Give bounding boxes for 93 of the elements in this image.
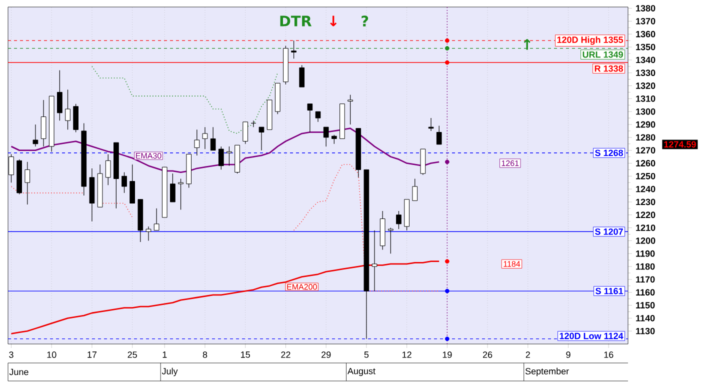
candlestick (105, 154, 111, 186)
y-tick-label: 1270 (636, 147, 656, 154)
ref-line-label: 120D Low 1124 (560, 332, 624, 340)
candlestick (258, 126, 264, 151)
candlestick (170, 173, 176, 202)
candlestick (307, 104, 313, 133)
series-label: EMA200 (287, 284, 317, 290)
y-tick-label: 1170 (636, 276, 655, 283)
y-tick-label: 1130 (636, 328, 655, 334)
y-tick-label: 1370 (636, 18, 656, 24)
annotation: ? (362, 16, 368, 26)
y-tick-label: 1360 (636, 30, 656, 38)
y-tick-label: 1160 (636, 289, 655, 296)
candlestick (299, 64, 305, 88)
annotation: 1184 (504, 261, 520, 267)
candlestick (396, 210, 402, 230)
x-tick-label: 1 (162, 352, 167, 358)
x-tick-label: 25 (128, 352, 137, 358)
x-tick-label: 9 (566, 352, 570, 358)
ref-line-label: S 1161 (596, 288, 624, 294)
candlestick (146, 226, 152, 241)
text: July (162, 368, 178, 376)
candlestick (202, 126, 208, 150)
ref-line-label: S 1268 (595, 150, 624, 156)
x-tick-label: 10 (47, 352, 56, 358)
x-tick-label: 5 (364, 352, 369, 358)
ref-line-label: R 1338 (594, 65, 624, 72)
candlestick (291, 40, 296, 59)
candlestick (73, 104, 78, 133)
text: 1274.59 (664, 141, 696, 148)
x-tick-label: 2 (526, 352, 530, 358)
series-label: EMA30 (136, 152, 162, 159)
text: August (347, 368, 376, 376)
candlestick (428, 118, 434, 132)
candlestick (210, 126, 216, 151)
y-tick-label: 1200 (636, 238, 656, 244)
x-tick-label: 22 (281, 352, 290, 358)
annotation: ↓ (330, 16, 337, 26)
candlestick (130, 164, 136, 204)
candlestick (154, 208, 160, 231)
x-tick-label: 8 (202, 352, 208, 358)
candlestick (65, 89, 70, 130)
x-tick-label: 12 (402, 352, 412, 358)
y-tick-label: 1180 (636, 263, 655, 270)
y-tick-label: 1380 (636, 5, 656, 12)
ref-line-label: URL 1349 (582, 51, 623, 58)
y-tick-label: 1250 (636, 172, 656, 180)
candlestick (412, 178, 418, 201)
y-tick-label: 1320 (636, 82, 656, 89)
y-tick-label: 1290 (636, 121, 656, 128)
candlestick (40, 100, 46, 147)
x-tick-label: 26 (482, 352, 492, 358)
y-tick-label: 1210 (636, 224, 656, 231)
y-tick-label: 1350 (636, 44, 656, 50)
candlestick (372, 230, 378, 292)
x-tick-label: 3 (9, 352, 14, 358)
y-tick-label: 1190 (636, 250, 655, 257)
ref-line-label: S 1207 (595, 228, 623, 235)
candlestick (24, 162, 30, 205)
candlestick (194, 129, 200, 156)
candlestick (315, 111, 321, 122)
candlestick (323, 126, 329, 147)
candlestick (348, 94, 353, 125)
x-tick-label: 17 (88, 352, 97, 358)
y-tick-label: 1330 (636, 70, 656, 76)
annotation: DTR (280, 16, 312, 26)
text: September (525, 368, 569, 376)
y-tick-label: 1220 (636, 212, 656, 218)
candlestick (388, 227, 394, 254)
x-tick-label: 19 (442, 352, 452, 358)
annotation: 1261 (502, 160, 519, 166)
candlestick (32, 124, 38, 147)
y-tick-label: 1310 (636, 95, 656, 102)
y-tick-label: 1140 (636, 314, 655, 322)
x-tick-label: 29 (322, 352, 331, 358)
candlestick (331, 134, 337, 144)
candlestick (242, 122, 248, 144)
x-tick-label: 16 (604, 352, 614, 358)
y-tick-label: 1150 (636, 302, 655, 308)
y-tick-label: 1280 (636, 134, 656, 141)
annotation: ↑ (524, 39, 530, 50)
candlestick (122, 172, 127, 194)
candlestick (218, 146, 224, 170)
y-tick-label: 1240 (636, 186, 656, 192)
y-tick-label: 1340 (636, 56, 656, 64)
y-tick-label: 1300 (636, 108, 656, 115)
ref-line-label: 120D High 1355 (557, 36, 624, 45)
text: June (9, 368, 28, 376)
candlestick (57, 70, 62, 121)
candlestick (436, 125, 442, 145)
x-tick-label: 15 (241, 352, 250, 358)
y-tick-label: 1230 (636, 198, 656, 206)
y-tick-label: 1260 (636, 160, 656, 166)
